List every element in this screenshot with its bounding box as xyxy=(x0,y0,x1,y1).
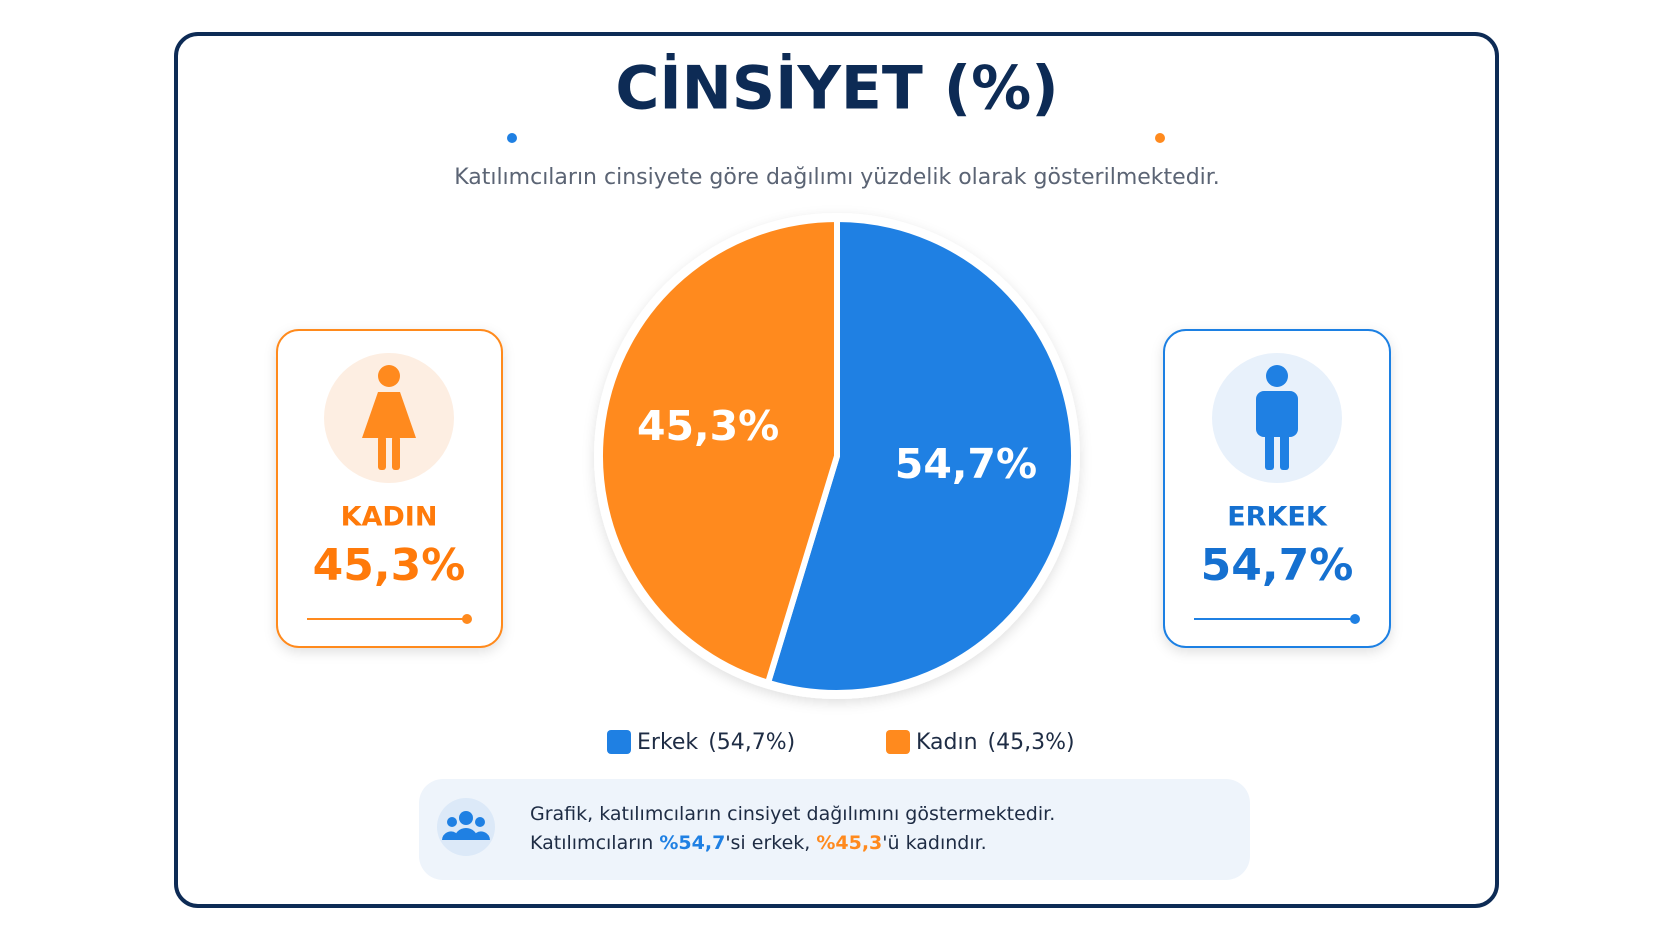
note: Grafik, katılımcıların cinsiyet dağılımı… xyxy=(530,800,1055,858)
legend-value: (45,3%) xyxy=(988,730,1075,755)
pie-slice xyxy=(597,216,840,686)
note-line: Grafik, katılımcıların cinsiyet dağılımı… xyxy=(530,803,1056,825)
card-dot xyxy=(1350,614,1360,624)
card-value: 54,7% xyxy=(1201,540,1354,591)
card-value: 45,3% xyxy=(313,540,466,591)
slice-label: 54,7% xyxy=(895,440,1037,488)
male-icon xyxy=(1256,365,1298,470)
note-box xyxy=(419,779,1250,880)
note-icon-bg xyxy=(437,798,495,856)
note-text: Katılımcıların xyxy=(530,832,660,854)
divider-dot xyxy=(507,133,517,143)
legend-swatch xyxy=(886,730,910,754)
chart-title: CİNSİYET (%) xyxy=(615,52,1058,124)
group-icon xyxy=(442,811,490,840)
card-dot xyxy=(462,614,472,624)
card-label: KADIN xyxy=(341,502,438,533)
note-text: 'ü kadındır. xyxy=(882,832,987,854)
divider-dot xyxy=(1155,133,1165,143)
note-highlight: %45,3 xyxy=(816,832,883,854)
note-line: Katılımcıların %54,7'si erkek, %45,3'ü k… xyxy=(530,829,1055,858)
card-label: ERKEK xyxy=(1227,502,1328,533)
slice-label: 45,3% xyxy=(637,402,779,450)
legend-value: (54,7%) xyxy=(708,730,795,755)
legend-label: Erkek xyxy=(637,730,698,755)
note-highlight: %54,7 xyxy=(659,832,726,854)
legend-label: Kadın xyxy=(916,730,978,755)
note-text: 'si erkek, xyxy=(725,832,817,854)
subtitle: Katılımcıların cinsiyete göre dağılımı y… xyxy=(454,165,1220,190)
legend-swatch xyxy=(607,730,631,754)
female-icon xyxy=(362,365,416,470)
pie-slice xyxy=(765,216,1077,696)
